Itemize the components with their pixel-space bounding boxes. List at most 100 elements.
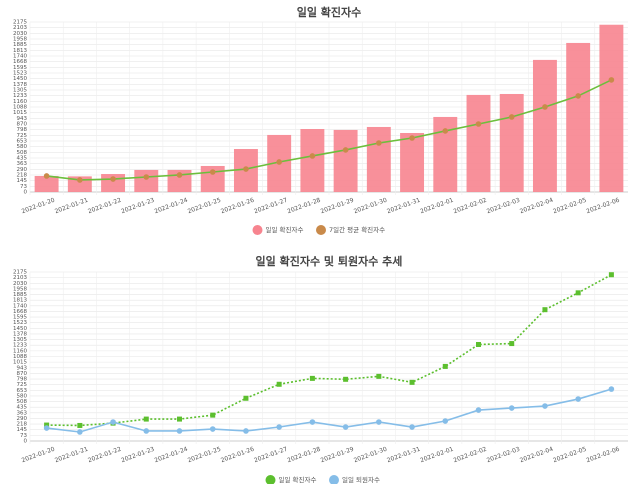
bar: [532, 59, 557, 192]
point: [276, 381, 282, 387]
y-tick-label: 1160: [13, 348, 27, 354]
y-tick-label: 73: [20, 184, 27, 190]
x-tick-label: 2022-01-22: [87, 197, 122, 216]
point: [110, 419, 116, 425]
x-tick-label: 2022-02-03: [486, 197, 521, 216]
point: [442, 363, 448, 369]
x-tick-label: 2022-02-04: [519, 197, 554, 216]
x-tick-label: 2022-02-01: [419, 446, 454, 465]
point: [608, 386, 615, 392]
y-tick-label: 1595: [13, 65, 27, 71]
point: [575, 290, 581, 296]
point: [309, 153, 316, 159]
y-tick-label: 0: [24, 439, 28, 445]
legend-swatch: [316, 225, 326, 235]
x-tick-label: 2022-01-26: [220, 197, 255, 216]
point: [209, 169, 216, 175]
point: [475, 121, 482, 127]
point: [376, 140, 382, 146]
y-tick-label: 1885: [13, 42, 27, 48]
point: [542, 403, 548, 409]
bar: [499, 93, 524, 192]
point: [409, 424, 415, 430]
x-tick-label: 2022-01-21: [54, 446, 89, 465]
point: [476, 341, 481, 347]
x-tick-label: 2022-01-21: [54, 197, 89, 216]
chart-title: 일일 확진자수 및 퇴원자수 추세: [256, 254, 403, 268]
y-tick-label: 363: [17, 161, 28, 167]
y-tick-label: 1958: [13, 286, 27, 292]
point: [342, 147, 349, 153]
x-tick-label: 2022-01-31: [386, 197, 421, 216]
x-tick-label: 2022-02-06: [585, 197, 620, 216]
y-tick-label: 2103: [13, 275, 27, 281]
y-tick-label: 1378: [13, 82, 27, 88]
bar: [466, 94, 491, 192]
y-tick-label: 943: [17, 365, 28, 371]
legend-label: 일일 퇴원자수: [342, 475, 380, 484]
legend-swatch: [265, 475, 276, 484]
y-tick-label: 363: [17, 410, 28, 416]
y-tick-label: 580: [17, 393, 28, 399]
y-tick-label: 1015: [13, 360, 27, 366]
point: [343, 376, 349, 382]
x-tick-label: 2022-02-01: [419, 197, 454, 216]
point: [77, 177, 83, 183]
x-tick-label: 2022-01-25: [187, 197, 222, 216]
y-tick-label: 1595: [13, 315, 27, 321]
point: [509, 341, 515, 347]
x-tick-label: 2022-01-23: [120, 446, 155, 465]
y-tick-label: 798: [17, 127, 28, 133]
x-tick-label: 2022-01-31: [386, 446, 421, 465]
y-tick-label: 2103: [13, 25, 27, 31]
y-tick-label: 1450: [13, 76, 27, 82]
point: [442, 418, 449, 424]
y-tick-label: 2175: [13, 270, 27, 276]
bar: [400, 132, 425, 192]
x-tick-label: 2022-01-30: [353, 446, 388, 465]
x-tick-label: 2022-01-24: [154, 446, 189, 465]
point: [276, 424, 282, 430]
point: [243, 166, 249, 172]
x-tick-label: 2022-02-03: [486, 446, 521, 465]
y-tick-label: 145: [17, 427, 28, 433]
point: [110, 176, 116, 182]
y-tick-label: 1160: [13, 99, 27, 105]
y-tick-label: 1885: [13, 292, 27, 298]
x-tick-label: 2022-01-29: [320, 446, 355, 465]
y-tick-label: 290: [17, 416, 28, 422]
point: [575, 93, 581, 99]
x-tick-label: 2022-01-22: [87, 446, 122, 465]
point: [542, 104, 548, 110]
y-tick-label: 725: [17, 382, 28, 388]
y-tick-label: 580: [17, 144, 28, 150]
point: [409, 379, 415, 385]
bar: [599, 24, 624, 193]
y-tick-label: 870: [17, 371, 28, 377]
y-tick-label: 1015: [13, 110, 27, 116]
chart-title: 일일 확진자수: [297, 5, 362, 19]
legend-label: 일일 확진자수: [279, 475, 317, 484]
point: [143, 428, 150, 434]
y-tick-label: 435: [17, 156, 28, 162]
point: [575, 396, 581, 402]
x-tick-label: 2022-01-28: [286, 197, 321, 216]
point: [176, 428, 183, 434]
y-tick-label: 1305: [13, 337, 27, 343]
point: [276, 159, 282, 165]
y-tick-label: 2175: [13, 20, 27, 26]
y-tick-label: 145: [17, 178, 28, 184]
y-tick-label: 725: [17, 133, 28, 139]
y-tick-label: 1958: [13, 37, 27, 43]
y-tick-label: 1523: [13, 320, 27, 326]
x-tick-label: 2022-02-05: [552, 197, 587, 216]
y-tick-label: 870: [17, 122, 28, 128]
x-tick-label: 2022-01-25: [187, 446, 222, 465]
x-tick-label: 2022-01-29: [320, 197, 355, 216]
point: [43, 173, 50, 179]
point: [43, 425, 50, 431]
y-tick-label: 2030: [13, 281, 27, 287]
x-tick-label: 2022-01-23: [120, 197, 155, 216]
x-tick-label: 2022-02-06: [585, 446, 620, 465]
